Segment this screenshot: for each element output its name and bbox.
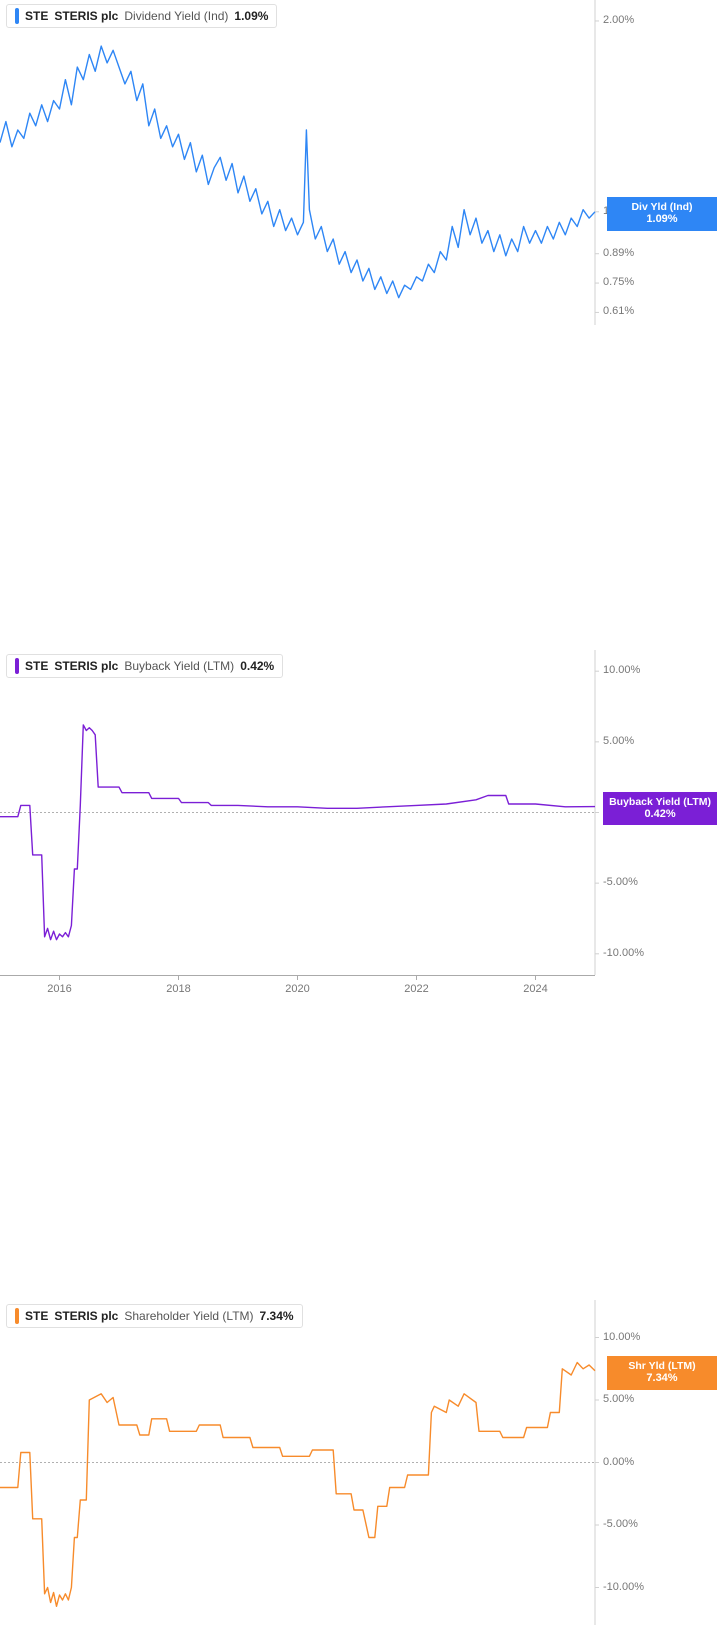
y-tick-label: 0.75% bbox=[603, 276, 634, 288]
series-line bbox=[0, 725, 595, 940]
y-tick-label: 0.61% bbox=[603, 305, 634, 317]
x-tick-label: 2022 bbox=[404, 983, 428, 995]
chart-legend[interactable]: STE STERIS plc Buyback Yield (LTM) 0.42% bbox=[6, 654, 283, 678]
badge-title: Div Yld (Ind) bbox=[613, 201, 711, 214]
x-tick-label: 2024 bbox=[523, 983, 547, 995]
x-tick-label: 2018 bbox=[166, 983, 190, 995]
y-tick-label: 10.00% bbox=[603, 664, 640, 676]
badge-value: 7.34% bbox=[613, 1372, 711, 1385]
chart-legend[interactable]: STE STERIS plc Dividend Yield (Ind) 1.09% bbox=[6, 4, 277, 28]
badge-title: Buyback Yield (LTM) bbox=[609, 796, 711, 809]
y-tick-label: 10.00% bbox=[603, 1331, 640, 1343]
y-tick-label: -5.00% bbox=[603, 876, 638, 888]
y-tick-label: 0.00% bbox=[603, 1456, 634, 1468]
value-badge: Div Yld (Ind)1.09% bbox=[607, 197, 717, 231]
badge-title: Shr Yld (LTM) bbox=[613, 1360, 711, 1373]
y-tick-label: 0.89% bbox=[603, 247, 634, 259]
chart-legend[interactable]: STE STERIS plc Shareholder Yield (LTM) 7.34… bbox=[6, 1304, 303, 1328]
chart-panel-shr_yield: 10.00% 5.00% 0.00% -5.00% -10.00% Shr Yld (LT… bbox=[0, 1300, 717, 1625]
legend-metric: Shareholder Yield (LTM) bbox=[124, 1309, 253, 1323]
y-tick-label: 5.00% bbox=[603, 735, 634, 747]
legend-ticker: STE bbox=[25, 9, 48, 23]
value-badge: Buyback Yield (LTM)0.42% bbox=[603, 792, 717, 826]
chart-panel-div_yield: 2.00%1.09%0.89%0.75%0.61%Div Yld (Ind)1.… bbox=[0, 0, 717, 325]
legend-metric: Dividend Yield (Ind) bbox=[124, 9, 228, 23]
legend-metric: Buyback Yield (LTM) bbox=[124, 659, 234, 673]
value-badge: Shr Yld (LTM)7.34% bbox=[607, 1356, 717, 1390]
y-tick-label: -10.00% bbox=[603, 947, 644, 959]
series-line bbox=[0, 1363, 595, 1607]
legend-ticker: STE bbox=[25, 1309, 48, 1323]
x-axis: 2016 2018 2020 2022 2024 bbox=[0, 975, 717, 1005]
y-tick-label: 2.00% bbox=[603, 14, 634, 26]
chart-panel-buyback_yield: 10.00%5.00%0.00%-5.00%-10.00%Buyback Yie… bbox=[0, 650, 717, 975]
badge-value: 1.09% bbox=[613, 213, 711, 226]
legend-value: 0.42% bbox=[240, 659, 274, 673]
legend-value: 7.34% bbox=[260, 1309, 294, 1323]
x-tick-label: 2016 bbox=[47, 983, 71, 995]
legend-name: STERIS plc bbox=[54, 1309, 118, 1323]
legend-color-bar bbox=[15, 8, 19, 24]
legend-name: STERIS plc bbox=[54, 659, 118, 673]
legend-color-bar bbox=[15, 1308, 19, 1324]
x-tick-label: 2020 bbox=[285, 983, 309, 995]
y-tick-label: -10.00% bbox=[603, 1581, 644, 1593]
legend-color-bar bbox=[15, 658, 19, 674]
badge-value: 0.42% bbox=[609, 808, 711, 821]
legend-ticker: STE bbox=[25, 659, 48, 673]
legend-name: STERIS plc bbox=[54, 9, 118, 23]
y-tick-label: -5.00% bbox=[603, 1518, 638, 1530]
series-line bbox=[0, 46, 595, 298]
y-tick-label: 5.00% bbox=[603, 1393, 634, 1405]
legend-value: 1.09% bbox=[234, 9, 268, 23]
